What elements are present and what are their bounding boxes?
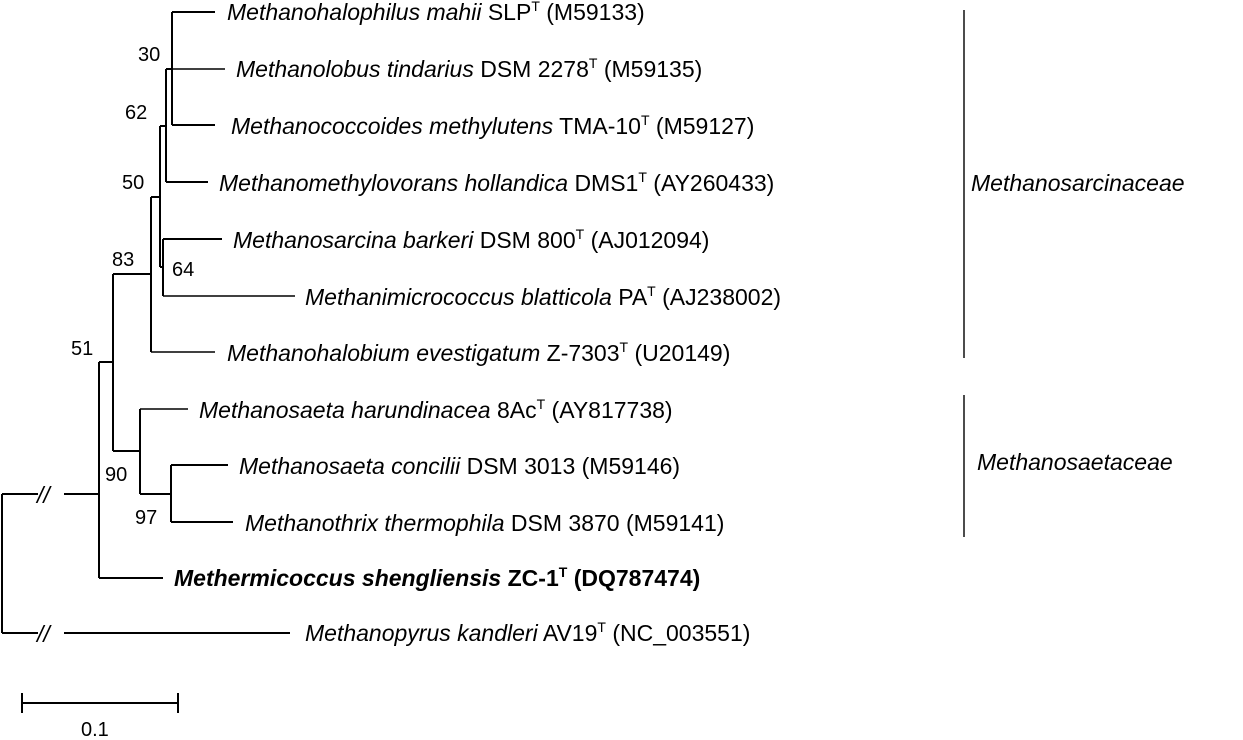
- bootstrap-64: 64: [172, 259, 194, 281]
- type-mark: T: [576, 226, 585, 242]
- strain: DMS1: [574, 170, 638, 196]
- strain: PA: [618, 284, 648, 310]
- taxon-name: Methanococcoides methylutens: [231, 113, 554, 139]
- strain: DSM 3870: [511, 510, 620, 536]
- taxon-labels: Methanohalophilus mahii SLPT (M59133) Me…: [174, 0, 781, 646]
- strain: DSM 800: [480, 227, 576, 253]
- taxon-name: Methanomethylovorans hollandica: [219, 170, 568, 196]
- bootstrap-50: 50: [122, 172, 144, 194]
- accession: (AJ238002): [662, 284, 781, 310]
- taxon-name: Methanohalophilus mahii: [227, 0, 482, 25]
- scale-bar: 0.1: [21, 693, 179, 740]
- taxon-name: Methanohalobium evestigatum: [227, 340, 540, 366]
- bootstrap-values: 30 62 50 64 83 51 90 97: [71, 44, 194, 529]
- type-mark: T: [647, 283, 656, 299]
- taxon-label-hollandica: Methanomethylovorans hollandica DMS1T (A…: [219, 169, 774, 196]
- type-mark: T: [537, 396, 546, 412]
- type-mark: T: [589, 55, 598, 71]
- taxon-label-blatticola: Methanimicrococcus blatticola PAT (AJ238…: [305, 283, 781, 310]
- accession: (AY817738): [552, 397, 673, 423]
- type-mark: T: [641, 112, 650, 128]
- taxon-name: Methanosaeta harundinacea: [199, 397, 491, 423]
- taxon-label-concilii: Methanosaeta concilii DSM 3013 (M59146): [239, 453, 680, 479]
- break-mask-lower: [38, 621, 64, 645]
- type-mark: T: [559, 564, 568, 580]
- strain: AV19: [543, 620, 598, 646]
- accession: (M59146): [582, 453, 680, 479]
- taxon-label-harundinacea: Methanosaeta harundinacea 8AcT (AY817738…: [199, 396, 673, 423]
- taxon-name: Methanosaeta concilii: [239, 453, 461, 479]
- taxon-label-thermophila: Methanothrix thermophila DSM 3870 (M5914…: [245, 510, 724, 536]
- taxon-label-tindarius: Methanolobus tindarius DSM 2278T (M59135…: [236, 55, 702, 82]
- taxon-label-methylutens: Methanococcoides methylutens TMA-10T (M5…: [231, 112, 754, 139]
- tree-branches: [1, 11, 295, 634]
- accession: (AY260433): [653, 170, 774, 196]
- taxon-label-shengliensis: Methermicoccus shengliensis ZC-1T (DQ787…: [174, 564, 700, 591]
- break-mask-upper: [38, 482, 64, 506]
- scale-bar-label: 0.1: [81, 719, 109, 740]
- taxon-label-kandleri: Methanopyrus kandleri AV19T (NC_003551): [305, 619, 750, 646]
- accession: (NC_003551): [612, 620, 750, 646]
- taxon-name: Methanosarcina barkeri: [233, 227, 474, 253]
- accession: (DQ787474): [574, 565, 701, 591]
- bootstrap-62: 62: [125, 102, 147, 124]
- strain: 8Ac: [497, 397, 537, 423]
- family-label-saetaceae: Methanosaetaceae: [977, 449, 1173, 475]
- accession: (M59141): [626, 510, 724, 536]
- accession: (M59127): [656, 113, 754, 139]
- family-label-sarcinaceae: Methanosarcinaceae: [971, 170, 1185, 196]
- accession: (M59133): [546, 0, 644, 25]
- strain: SLP: [488, 0, 531, 25]
- strain: ZC-1: [508, 565, 559, 591]
- taxon-label-barkeri: Methanosarcina barkeri DSM 800T (AJ01209…: [233, 226, 709, 253]
- taxon-name: Methanolobus tindarius: [236, 56, 474, 82]
- type-mark: T: [620, 339, 629, 355]
- bootstrap-97: 97: [135, 507, 157, 529]
- strain: DSM 3013: [467, 453, 576, 479]
- type-mark: T: [597, 619, 606, 635]
- break-mark-upper: //: [35, 482, 52, 508]
- bootstrap-51: 51: [71, 338, 93, 360]
- bootstrap-90: 90: [105, 464, 127, 486]
- taxon-name: Methanothrix thermophila: [245, 510, 505, 536]
- taxon-label-mahii: Methanohalophilus mahii SLPT (M59133): [227, 0, 645, 25]
- taxon-name: Methanopyrus kandleri: [305, 620, 539, 646]
- accession: (M59135): [604, 56, 702, 82]
- taxon-label-evestigatum: Methanohalobium evestigatum Z-7303T (U20…: [227, 339, 730, 366]
- bootstrap-83: 83: [112, 249, 134, 271]
- strain: DSM 2278: [480, 56, 589, 82]
- strain: TMA-10: [559, 113, 641, 139]
- break-mark-lower: //: [35, 621, 52, 647]
- taxon-name: Methanimicrococcus blatticola: [305, 284, 612, 310]
- strain: Z-7303: [547, 340, 620, 366]
- type-mark: T: [638, 169, 647, 185]
- bootstrap-30: 30: [138, 44, 160, 66]
- taxon-name: Methermicoccus shengliensis: [174, 565, 501, 591]
- accession: (U20149): [634, 340, 730, 366]
- type-mark: T: [531, 0, 540, 14]
- accession: (AJ012094): [591, 227, 710, 253]
